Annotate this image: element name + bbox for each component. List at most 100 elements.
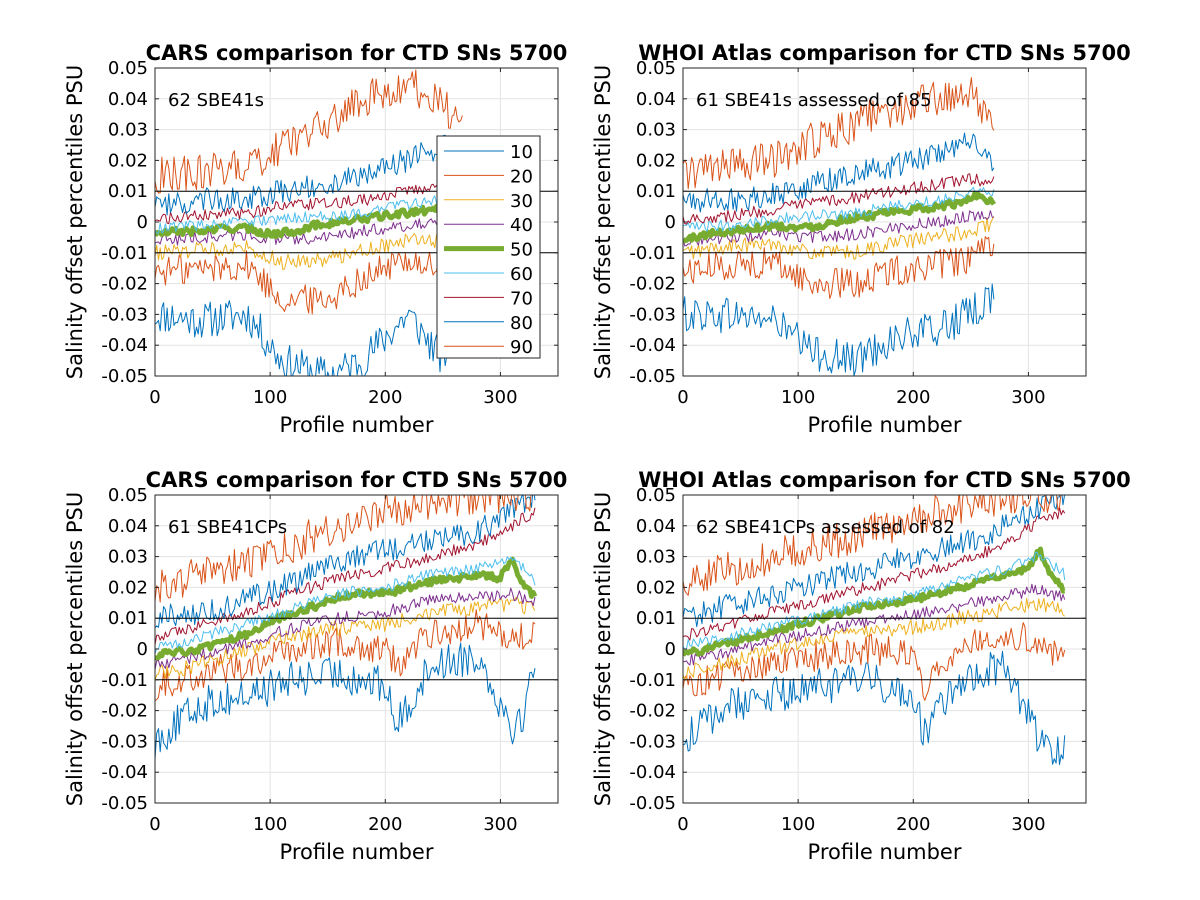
x-tick-label: 200 [896, 814, 930, 835]
y-tick-label: -0.02 [101, 701, 148, 722]
chart-title: WHOI Atlas comparison for CTD SNs 5700 [638, 468, 1131, 492]
chart-title: CARS comparison for CTD SNs 5700 [146, 468, 568, 492]
y-tick-label: -0.01 [101, 670, 148, 691]
series-line-20 [683, 622, 1066, 701]
series-line-90 [155, 69, 463, 194]
annotation-text: 62 SBE41s [168, 90, 264, 111]
y-tick-label: -0.05 [629, 366, 676, 387]
y-tick-label: 0.02 [108, 150, 148, 171]
y-tick-label: 0.05 [108, 485, 148, 506]
y-tick-label: 0.01 [108, 608, 148, 629]
series-line-50 [155, 199, 465, 240]
series-line-80 [683, 132, 995, 213]
series-group [155, 495, 538, 760]
x-tick-label: 0 [677, 814, 688, 835]
series-line-60 [155, 556, 536, 654]
y-tick-label: -0.04 [101, 762, 148, 783]
series-line-30 [683, 216, 995, 260]
legend-label: 10 [510, 142, 533, 163]
y-axis-label: Salinity offset percentiles PSU [63, 492, 87, 806]
y-tick-label: -0.02 [629, 701, 676, 722]
chart-title: CARS comparison for CTD SNs 5700 [146, 41, 568, 65]
chart-title: WHOI Atlas comparison for CTD SNs 5700 [638, 41, 1131, 65]
series-line-80 [155, 134, 463, 216]
series-line-40 [155, 212, 463, 246]
legend: 10 20 30 40 50 60 70 80 90 [436, 135, 541, 359]
x-tick-label: 0 [149, 814, 160, 835]
series-line-90 [683, 495, 1062, 596]
legend-label: 60 [510, 264, 533, 285]
series-line-10 [683, 650, 1066, 766]
legend-label: 30 [510, 191, 533, 212]
x-tick-label: 0 [677, 387, 688, 408]
y-tick-label: -0.03 [629, 304, 676, 325]
annotation-text: 61 SBE41s assessed of 85 [696, 90, 932, 111]
x-tick-label: 200 [368, 814, 402, 835]
series-line-30 [683, 597, 1065, 680]
y-tick-label: -0.04 [629, 335, 676, 356]
series-line-80 [683, 495, 1066, 628]
series-line-70 [683, 173, 995, 225]
y-tick-label: 0.01 [108, 181, 148, 202]
series-line-60 [155, 193, 463, 234]
series-line-40 [155, 587, 536, 670]
y-tick-label: 0 [665, 639, 676, 660]
x-tick-label: 100 [781, 814, 815, 835]
y-axis-label: Salinity offset percentiles PSU [591, 492, 615, 806]
y-tick-label: 0.04 [636, 516, 676, 537]
x-tick-label: 200 [368, 387, 402, 408]
y-tick-label: 0 [137, 639, 148, 660]
y-tick-label: -0.05 [101, 366, 148, 387]
y-tick-label: 0 [137, 212, 148, 233]
legend-label: 20 [510, 166, 533, 187]
legend-label: 70 [510, 288, 533, 309]
y-tick-label: -0.03 [101, 731, 148, 752]
y-tick-label: 0.03 [108, 120, 148, 141]
x-axis-label: Profile number [280, 840, 434, 864]
legend-label: 80 [510, 313, 533, 334]
series-line-30 [155, 597, 536, 681]
series-line-80 [155, 495, 536, 629]
x-tick-label: 300 [483, 814, 517, 835]
series-line-40 [683, 583, 1066, 666]
y-tick-label: 0.03 [108, 547, 148, 568]
series-line-70 [155, 181, 463, 225]
y-tick-label: -0.04 [629, 762, 676, 783]
annotation-text: 62 SBE41CPs assessed of 82 [696, 517, 955, 538]
series-line-40 [683, 210, 994, 247]
y-tick-label: 0.04 [108, 89, 148, 110]
y-tick-label: 0.01 [636, 608, 676, 629]
y-tick-label: 0.02 [636, 150, 676, 171]
chart-panel-3: -0.05 -0.04 -0.03 -0.02 -0.01 0 0.01 0.02 0.03 0.… [63, 468, 567, 864]
series-line-50 [683, 546, 1066, 657]
y-tick-label: -0.01 [629, 243, 676, 264]
x-axis-label: Profile number [808, 840, 962, 864]
series-line-10 [155, 642, 536, 760]
y-tick-label: -0.02 [629, 274, 676, 295]
series-line-70 [683, 507, 1066, 641]
series-line-90 [683, 77, 995, 190]
y-tick-label: 0.02 [636, 577, 676, 598]
legend-label: 40 [510, 215, 533, 236]
y-tick-label: 0.04 [108, 516, 148, 537]
series-line-10 [155, 300, 463, 376]
series-line-60 [683, 187, 995, 232]
y-tick-label: -0.04 [101, 335, 148, 356]
x-axis-label: Profile number [808, 413, 962, 437]
y-tick-label: -0.03 [101, 304, 148, 325]
series-line-30 [155, 229, 463, 271]
series-line-50 [155, 556, 538, 661]
chart-panel-2: -0.05 -0.04 -0.03 -0.02 -0.01 0 0.01 0.02 0.03 0.… [591, 41, 1131, 437]
x-tick-label: 100 [781, 387, 815, 408]
y-tick-label: -0.02 [101, 274, 148, 295]
series-line-20 [155, 246, 463, 315]
series-group [683, 495, 1066, 766]
series-line-10 [683, 283, 995, 376]
x-tick-label: 300 [483, 387, 517, 408]
y-tick-label: 0.05 [636, 485, 676, 506]
y-axis-label: Salinity offset percentiles PSU [591, 65, 615, 379]
legend-label: 90 [510, 337, 533, 358]
x-tick-label: 100 [253, 387, 287, 408]
x-axis-label: Profile number [280, 413, 434, 437]
y-tick-label: -0.01 [629, 670, 676, 691]
